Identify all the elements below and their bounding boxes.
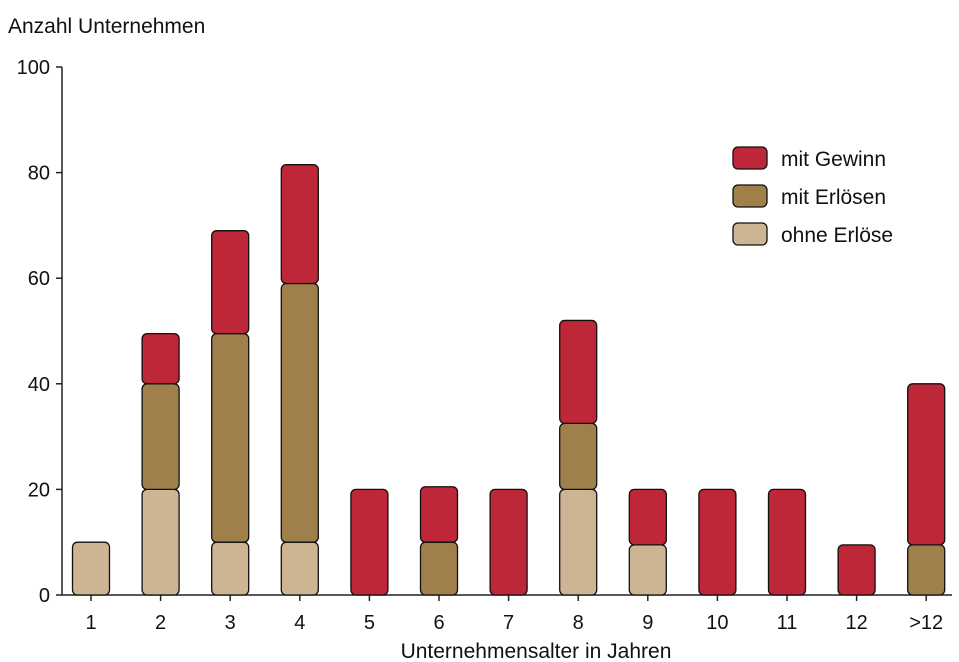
bar-segment [141,383,180,491]
x-tick-label: 5 [364,612,375,634]
legend-label: mit Erlösen [781,186,886,209]
x-tick-label: 2 [155,612,166,634]
x-tick-label: 10 [706,612,728,634]
x-tick-label: 3 [225,612,236,634]
x-tick-label: 11 [777,612,798,634]
bar-segment [350,488,389,596]
bar-segment [280,164,319,285]
bar-segment [907,544,946,596]
bar-segment [628,544,667,596]
x-tick-label: 9 [642,612,653,634]
y-tick-label: 60 [28,268,50,290]
x-ticks-group: 1 2 3 4 5 6 7 8 9 10 11 12 >12 [85,595,943,634]
bar-segment [211,332,250,543]
bar-segment [628,488,667,546]
legend-label: ohne Erlöse [781,224,893,247]
x-axis-title: Unternehmensalter in Jahren [401,640,672,662]
bar-segment [141,488,180,596]
x-tick-label: >12 [909,612,943,634]
bar-segment [559,319,598,425]
y-axis-title: Anzahl Unternehmen [8,15,205,38]
y-tick-label: 40 [28,374,50,396]
bar-segment [211,541,250,596]
y-tick-label: 100 [17,57,50,79]
bar-segment [698,488,737,596]
x-tick-label: 12 [845,612,867,634]
bars-group [71,164,946,596]
bar-segment [559,488,598,596]
bar-segment [419,541,459,596]
bar-segment [419,486,459,543]
bar-segment [837,544,876,596]
bar-segment [141,332,180,385]
legend-swatch [732,184,768,208]
legend-swatch [732,222,768,246]
legend-swatch [732,146,768,170]
bar-segment [211,230,250,335]
bar-segment [280,282,319,543]
x-tick-label: 7 [503,612,514,634]
x-tick-label: 8 [573,612,584,634]
legend: mit Gewinn mit Erlösen ohne Erlöse [732,146,893,247]
legend-label: mit Gewinn [781,148,886,171]
y-tick-label: 0 [39,585,50,607]
x-tick-label: 1 [85,612,96,634]
bar-segment [280,541,319,596]
bar-segment [71,541,111,596]
x-tick-label: 6 [433,612,444,634]
bar-segment [767,488,807,596]
bar-segment [489,488,528,596]
x-tick-label: 4 [294,612,305,634]
y-ticks-group: 0 20 40 60 80 100 [17,57,62,607]
bar-segment [559,422,598,491]
bar-segment [907,383,946,546]
y-tick-label: 80 [28,163,50,185]
y-tick-label: 20 [28,479,50,501]
